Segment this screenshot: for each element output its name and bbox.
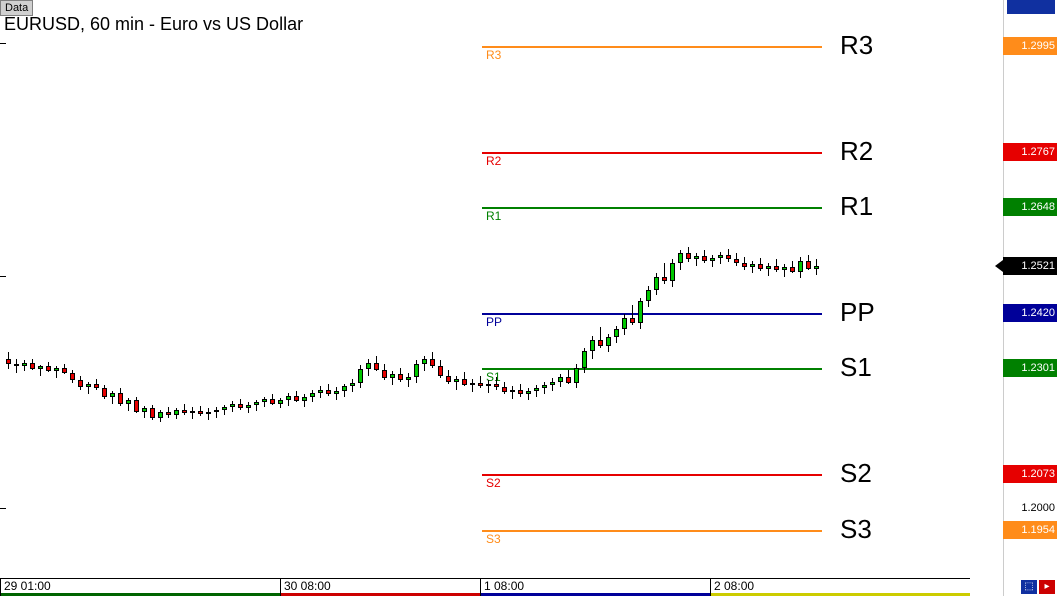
- price-tag: 1.2301: [1003, 359, 1057, 377]
- pivot-line: [482, 46, 822, 48]
- chart-area[interactable]: R3R3R2R2R1R1PPPPS1S1S2S2S3S3: [0, 0, 970, 578]
- pivot-small-label: S2: [486, 476, 501, 490]
- x-axis: 29 01:0030 08:001 08:002 08:00: [0, 578, 970, 596]
- price-tag: 1.2648: [1003, 198, 1057, 216]
- pivot-line: [482, 368, 822, 370]
- pivot-big-label: S1: [840, 352, 872, 383]
- y-tick: [0, 508, 6, 509]
- pivot-big-label: S3: [840, 514, 872, 545]
- top-badge: [1007, 0, 1055, 14]
- price-tag: 1.2521: [1003, 257, 1057, 275]
- price-tag: 1.2000: [1003, 499, 1057, 517]
- pivot-small-label: R1: [486, 209, 501, 223]
- y-tick: [0, 276, 6, 277]
- pivot-line: [482, 313, 822, 315]
- price-tag: 1.1954: [1003, 521, 1057, 539]
- pivot-big-label: R2: [840, 136, 873, 167]
- pivot-line: [482, 474, 822, 476]
- price-tag: 1.2767: [1003, 143, 1057, 161]
- price-tag: 1.2073: [1003, 465, 1057, 483]
- price-tag: 1.2420: [1003, 304, 1057, 322]
- icon-a[interactable]: ⬚: [1021, 580, 1037, 594]
- x-axis-segment: 1 08:00: [480, 578, 710, 596]
- price-axis-panel: 1.2995 1.2767 1.2648 1.2521 1.2420 1.2301 1.20…: [1003, 0, 1057, 596]
- x-axis-segment: 30 08:00: [280, 578, 480, 596]
- bottom-icons: ⬚ ▸: [1021, 580, 1055, 594]
- x-axis-segment: 29 01:00: [0, 578, 280, 596]
- current-price-marker: [995, 260, 1003, 272]
- pivot-line: [482, 207, 822, 209]
- pivot-line: [482, 530, 822, 532]
- pivot-big-label: PP: [840, 297, 875, 328]
- pivot-small-label: R2: [486, 154, 501, 168]
- y-tick: [0, 43, 6, 44]
- x-axis-segment: 2 08:00: [710, 578, 970, 596]
- icon-b[interactable]: ▸: [1039, 580, 1055, 594]
- pivot-big-label: R3: [840, 30, 873, 61]
- pivot-small-label: R3: [486, 48, 501, 62]
- pivot-big-label: R1: [840, 191, 873, 222]
- price-tag: 1.2995: [1003, 37, 1057, 55]
- pivot-line: [482, 152, 822, 154]
- pivot-small-label: S3: [486, 532, 501, 546]
- pivot-big-label: S2: [840, 458, 872, 489]
- pivot-small-label: PP: [486, 315, 502, 329]
